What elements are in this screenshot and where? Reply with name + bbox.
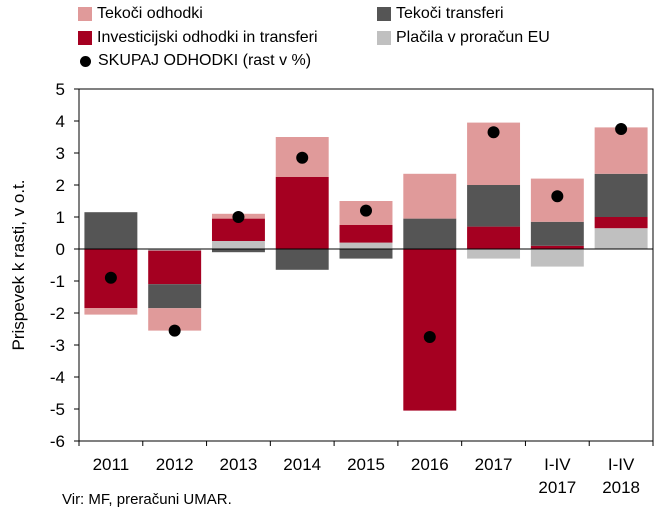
legend-item-placila-eu: Plačila v proračun EU	[377, 29, 550, 47]
y-tick-label: -6	[50, 432, 65, 451]
bar-segment	[211, 241, 265, 249]
y-tick-label: -2	[50, 304, 65, 323]
legend-label: SKUPAJ ODHODKI (rast v %)	[98, 52, 312, 69]
bars-layer	[84, 122, 648, 411]
y-tick-label: -3	[50, 336, 65, 355]
bar-segment	[594, 127, 648, 174]
x-tick-label: 2014	[283, 455, 321, 474]
bar-segment	[594, 228, 648, 249]
bar-segment	[148, 284, 202, 309]
source-note: Vir: MF, preračuni UMAR.	[62, 491, 232, 508]
plot-frame	[78, 88, 654, 442]
y-axis-title: Prispevek k rasti, v o.t.	[9, 180, 28, 351]
legend-item-tekoci-transferi: Tekoči transferi	[377, 5, 504, 23]
total-point	[615, 123, 628, 135]
x-tick-label: 2013	[220, 455, 258, 474]
bar-segment	[339, 242, 393, 249]
total-point	[360, 204, 372, 217]
legend-item-tekoci-odhodki: Tekoči odhodki	[78, 5, 203, 23]
total-point	[232, 211, 245, 223]
legend-swatch	[377, 31, 391, 45]
bar-segment	[467, 185, 521, 227]
bar-segment	[148, 250, 202, 285]
legend-swatch	[78, 7, 92, 21]
y-tick-label: -5	[50, 400, 65, 419]
y-tick-label: 0	[56, 240, 65, 259]
x-tick-label: I-IV 2017	[538, 455, 576, 497]
total-point	[104, 271, 117, 284]
total-points-layer	[104, 123, 628, 343]
axes-layer: 5 4 3 2 1 0 -1 -2 -3 -4 -5 -6 2011 2012 2013 2014 2015 20…	[9, 80, 654, 497]
bar-segment	[211, 218, 265, 241]
bar-segment	[530, 221, 584, 246]
y-tick-label: -4	[50, 368, 65, 387]
bar-segment	[467, 226, 521, 249]
bar-segment	[84, 308, 138, 315]
y-tick-label: 5	[56, 80, 65, 99]
x-tick-label: 2015	[347, 455, 385, 474]
bar-segment	[403, 249, 457, 411]
bar-segment	[339, 249, 393, 259]
total-point	[551, 190, 564, 203]
legend-swatch	[78, 31, 92, 45]
total-point	[423, 331, 436, 343]
bar-segment	[403, 173, 457, 219]
legend-label: Investicijski odhodki in transferi	[97, 29, 318, 46]
bar-segment	[275, 177, 329, 249]
bar-segment	[594, 173, 648, 217]
y-tick-label: 4	[56, 112, 65, 131]
total-point	[168, 324, 181, 337]
y-tick-label: 3	[56, 144, 65, 163]
legend-label: Tekoči odhodki	[97, 5, 203, 22]
legend-swatch	[377, 7, 391, 21]
x-tick-label: 2011	[93, 455, 130, 474]
x-tick-label: I-IV 2018	[602, 455, 640, 497]
x-tick-label: 2017	[475, 455, 513, 474]
bar-segment	[211, 249, 265, 253]
legend-item-investicijski: Investicijski odhodki in transferi	[78, 29, 318, 47]
bar-segment	[530, 245, 584, 249]
legend-label: Tekoči transferi	[396, 5, 504, 22]
x-tick-label: 2016	[411, 455, 449, 474]
y-tick-label: -1	[50, 272, 65, 291]
bar-segment	[467, 249, 521, 259]
legend-marker	[80, 55, 91, 67]
bar-segment	[84, 212, 138, 249]
y-tick-label: 2	[56, 176, 65, 195]
total-point	[487, 126, 500, 139]
bar-segment	[148, 308, 202, 331]
bar-segment	[148, 249, 202, 251]
legend-item-skupaj: SKUPAJ ODHODKI (rast v %)	[78, 52, 311, 70]
total-point	[296, 151, 309, 164]
legend-label: Plačila v proračun EU	[396, 29, 550, 46]
bar-segment	[403, 218, 457, 249]
bar-segment	[530, 249, 584, 267]
bar-segment	[594, 217, 648, 229]
x-tick-label: 2012	[156, 455, 194, 474]
y-tick-label: 1	[56, 208, 65, 227]
bar-segment	[339, 225, 393, 243]
bar-segment	[275, 249, 329, 270]
